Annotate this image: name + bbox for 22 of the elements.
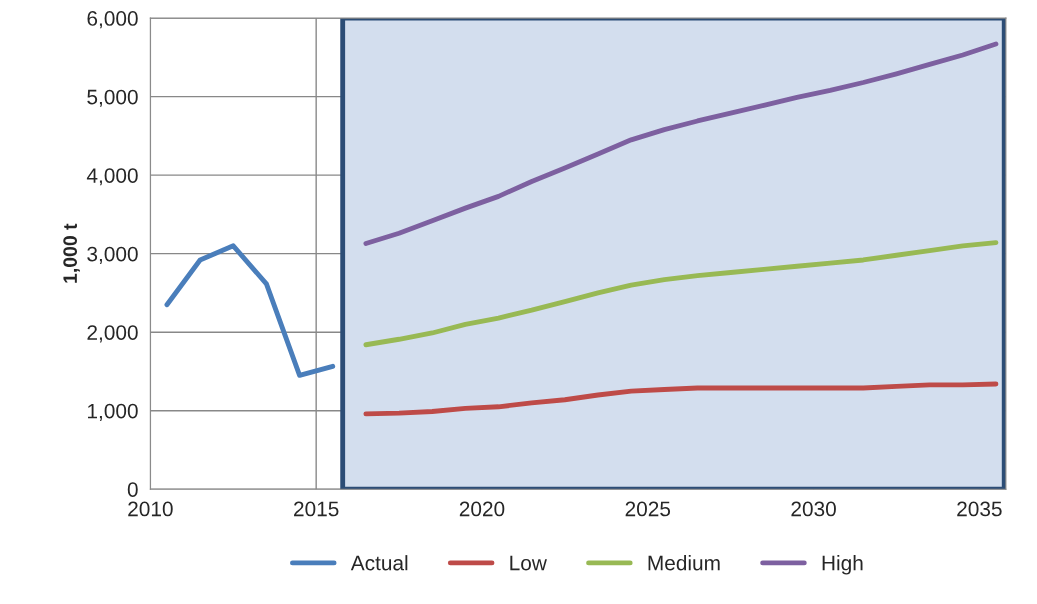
line-series [164, 243, 336, 378]
x-tick-label: 2015 [294, 501, 339, 517]
line-series [363, 240, 999, 348]
legend-label: High [822, 555, 863, 575]
x-tick-label: 2035 [957, 501, 1002, 517]
legend-label: Medium [648, 555, 720, 571]
line-series [363, 41, 999, 246]
legend-label: Actual [350, 555, 408, 571]
y-tick-label: 6,000 [87, 11, 138, 29]
legend-label: Low [510, 555, 547, 571]
x-tick-label: 2010 [128, 501, 173, 517]
line-series [363, 381, 999, 417]
x-tick-label: 2025 [625, 501, 671, 517]
y-axis-title: 1,000 t [63, 223, 80, 283]
y-tick-label: 3,000 [87, 246, 138, 264]
x-tick-label: 2020 [459, 501, 505, 517]
x-tick-label: 2030 [791, 501, 836, 517]
y-tick-label: 0 [127, 482, 138, 497]
y-tick-label: 1,000 [88, 403, 138, 421]
y-tick-label: 2,000 [87, 325, 138, 343]
y-tick-label: 4,000 [86, 168, 138, 186]
y-tick-label: 5,000 [87, 89, 138, 107]
